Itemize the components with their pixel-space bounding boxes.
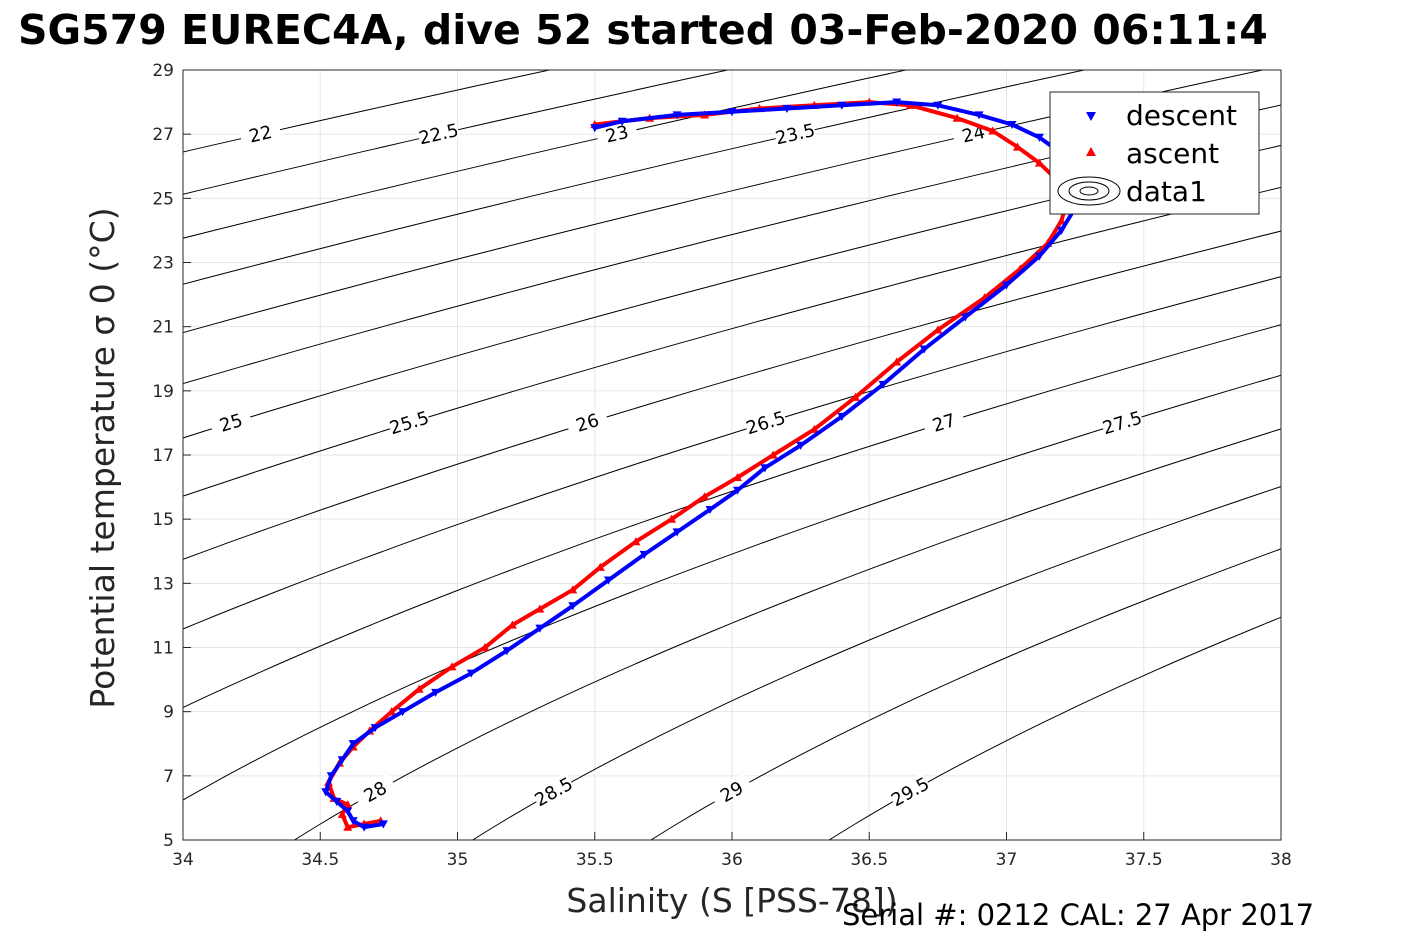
contour-line [183, 70, 1085, 285]
contour-label-bg [386, 406, 432, 438]
contour-label-bg [921, 406, 966, 438]
x-axis-label: Salinity (S [PSS-78]) [566, 881, 897, 920]
y-axis-label: Potential temperature σ 0 (°C) [83, 207, 122, 708]
contour-line [183, 104, 1281, 385]
contour-label: 22 [247, 122, 274, 148]
y-tick-label: 13 [152, 574, 174, 594]
x-tick-label: 34.5 [301, 850, 339, 870]
serial-cal-note: Serial #: 0212 CAL: 27 Apr 2017 [842, 898, 1315, 932]
contour-line [183, 374, 1281, 801]
y-tick-label: 7 [163, 767, 174, 787]
y-tick-label: 9 [163, 703, 174, 723]
contour-label-group: 22 [238, 119, 282, 148]
x-tick-label: 37.5 [1125, 850, 1163, 870]
contour-label-bg [773, 119, 817, 148]
x-tick-label: 36 [721, 850, 743, 870]
y-tick-label: 19 [152, 382, 174, 402]
y-tick-label: 25 [152, 189, 174, 209]
contour-label-bg [565, 406, 610, 438]
y-tick-label: 15 [152, 510, 174, 530]
legend-contour-icon [1057, 176, 1121, 206]
contour-line [183, 324, 1281, 709]
contour-label-bg [352, 772, 398, 810]
y-tick-label: 17 [152, 446, 174, 466]
contour-line [472, 486, 1281, 840]
legend-ascent-marker [1086, 147, 1096, 156]
x-tick-label: 37 [996, 850, 1018, 870]
y-tick-label: 5 [163, 831, 174, 851]
grid [182, 69, 1282, 841]
legend-descent-marker [1086, 112, 1096, 121]
x-tick-label: 34 [172, 850, 194, 870]
y-tick-label: 11 [152, 639, 174, 659]
contour-line [183, 70, 907, 239]
legend-ascent: ascent [1126, 137, 1219, 170]
legend-data1: data1 [1126, 175, 1207, 208]
contour-line [183, 276, 1281, 630]
contour-line [828, 616, 1281, 840]
contour-label-bg [530, 772, 576, 810]
contour-label-bg [743, 406, 788, 438]
x-tick-label: 36.5 [850, 850, 888, 870]
contour-label-bg [238, 119, 282, 148]
contour-label-bg [887, 772, 933, 810]
y-tick-label: 21 [152, 318, 174, 338]
contour-line [183, 230, 1281, 560]
contour-label-bg [416, 119, 461, 148]
chart-title: SG579 EUREC4A, dive 52 started 03-Feb-20… [18, 6, 1268, 54]
legend-descent: descent [1126, 99, 1237, 132]
contour-line [294, 428, 1281, 840]
x-tick-label: 35.5 [576, 850, 614, 870]
x-tick-label: 35 [447, 850, 469, 870]
y-tick-label: 23 [152, 254, 174, 274]
contour-label-group: 26 [565, 406, 610, 438]
legend: descent ascent data1 [1049, 91, 1260, 215]
contour-line [183, 70, 1263, 334]
y-tick-label: 29 [152, 61, 174, 81]
descent-point-trace [323, 100, 1083, 830]
y-tick-label: 27 [152, 125, 174, 145]
x-tick-label: 38 [1270, 850, 1292, 870]
contour-line [650, 548, 1281, 840]
contour-label-bg [1099, 406, 1145, 438]
y-axis-ticks: 5 7 9 11 13 15 17 19 21 23 25 27 29 [152, 61, 191, 851]
contour-label-bg [709, 772, 754, 810]
contour-label-bg [208, 406, 253, 438]
legend-box [1049, 91, 1260, 215]
x-axis-ticks: 34 34.5 35 35.5 36 36.5 37 37.5 38 [172, 832, 1292, 870]
